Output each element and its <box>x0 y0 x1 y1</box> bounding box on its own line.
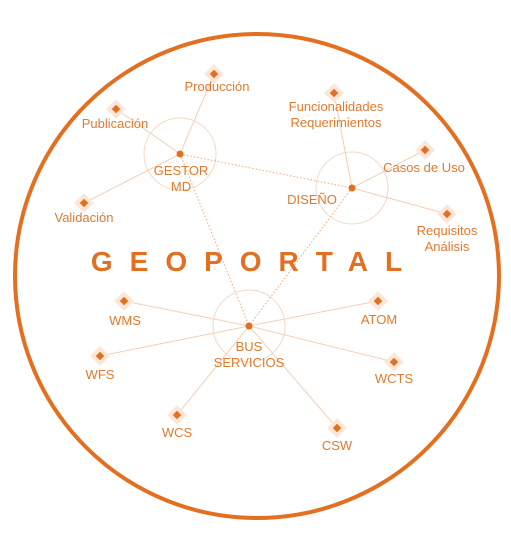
link-gestor-validacion <box>83 153 181 204</box>
link-gestor-diseno <box>179 153 353 189</box>
node-wms-label: WMS <box>109 313 141 328</box>
outer-circle <box>13 32 501 520</box>
gestor-dot <box>176 150 184 158</box>
link-bus-wcs <box>176 325 250 416</box>
node-wcs-label: WCS <box>161 425 193 440</box>
node-publicacion-label: Publicación <box>81 116 149 131</box>
link-diseno-casos <box>351 149 426 189</box>
link-diseno-bus <box>248 187 353 327</box>
bus-halo <box>212 289 286 363</box>
hub-diseno-label: DISEÑO <box>287 192 337 207</box>
link-bus-csw <box>248 325 338 429</box>
node-requisitos-label: Requisitos Análisis <box>416 223 478 254</box>
link-diseno-funcionalidades <box>333 92 353 189</box>
link-bus-atom <box>248 300 379 327</box>
node-casos-uso-label: Casos de Uso <box>383 160 465 175</box>
node-wfs-label: WFS <box>85 367 115 382</box>
node-produccion-label: Producción <box>184 79 250 94</box>
bus-dot <box>245 322 253 330</box>
link-bus-wfs <box>99 325 250 357</box>
node-validacion-label: Validación <box>54 210 114 225</box>
link-gestor-bus <box>179 153 250 327</box>
node-atom-label: ATOM <box>360 312 398 327</box>
gestor-halo <box>143 117 217 191</box>
hub-bus-label: BUS SERVICIOS <box>213 339 285 370</box>
link-bus-wcts <box>248 325 395 363</box>
node-funcionalidades-label: Funcionalidades Requerimientos <box>288 99 384 130</box>
link-bus-wms <box>123 300 250 327</box>
link-gestor-publicacion <box>115 108 181 155</box>
diseno-halo <box>315 151 389 225</box>
hub-gestor-label: GESTOR MD <box>153 163 209 194</box>
link-diseno-requisitos <box>351 187 448 215</box>
link-gestor-produccion <box>179 73 215 155</box>
node-wcts-label: WCTS <box>374 371 414 386</box>
diseno-dot <box>348 184 356 192</box>
geoportal-title: GEOPORTAL <box>90 246 420 277</box>
node-csw-label: CSW <box>321 438 353 453</box>
